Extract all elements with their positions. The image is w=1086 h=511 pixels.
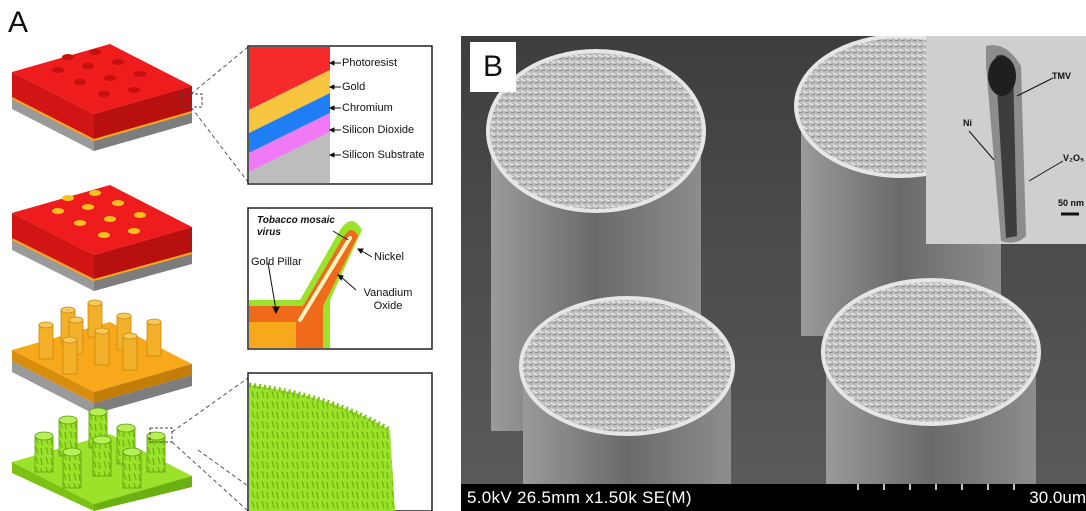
silicon-substrate-label: Silicon Substrate: [342, 149, 425, 161]
gold-pillar-label: Gold Pillar: [251, 256, 302, 268]
block-coated-pillars: [12, 407, 192, 511]
block-photoresist-gold: [11, 185, 193, 291]
sem-acquisition-info: 5.0kV 26.5mm x1.50k SE(M): [467, 488, 692, 507]
silicon-dioxide-label: Silicon Dioxide: [342, 124, 415, 136]
block-gold-pillars: [12, 299, 192, 414]
sem-image: [461, 36, 1086, 484]
photoresist-label: Photoresist: [342, 57, 398, 69]
sem-pillar-bottom-right: [821, 278, 1041, 484]
nickel-label: Nickel: [374, 251, 404, 263]
chromium-label: Chromium: [342, 102, 393, 114]
sem-info-bar: 5.0kV 26.5mm x1.50k SE(M) 30.0um: [461, 484, 1086, 511]
ni-label: Ni: [963, 118, 972, 128]
tem-scale-label: 50 nm: [1058, 198, 1085, 208]
sem-pillar-bottom-left: [519, 296, 735, 484]
panel-b-label: B: [470, 42, 516, 92]
tmv-label: TMV: [1052, 71, 1071, 81]
panel-a-label: A: [8, 6, 29, 39]
v2o5-label: V₂O₅: [1063, 153, 1085, 163]
layer-stack-inset: [247, 45, 433, 185]
fuzzy-pillar-inset: [247, 372, 433, 511]
sem-scale-ticks: [857, 484, 1015, 490]
sem-scale-label: 30.0um: [1029, 488, 1086, 507]
fabrication-schematic: [11, 44, 433, 511]
tobacco-virus-label: Tobacco mosaic virus: [257, 215, 335, 238]
vanadium-oxide-label: Vanadium Oxide: [363, 287, 413, 312]
tem-inset: [926, 36, 1086, 244]
coating-detail-inset: [247, 207, 433, 350]
block-photoresist-holes: [11, 44, 193, 151]
gold-label: Gold: [342, 81, 366, 93]
